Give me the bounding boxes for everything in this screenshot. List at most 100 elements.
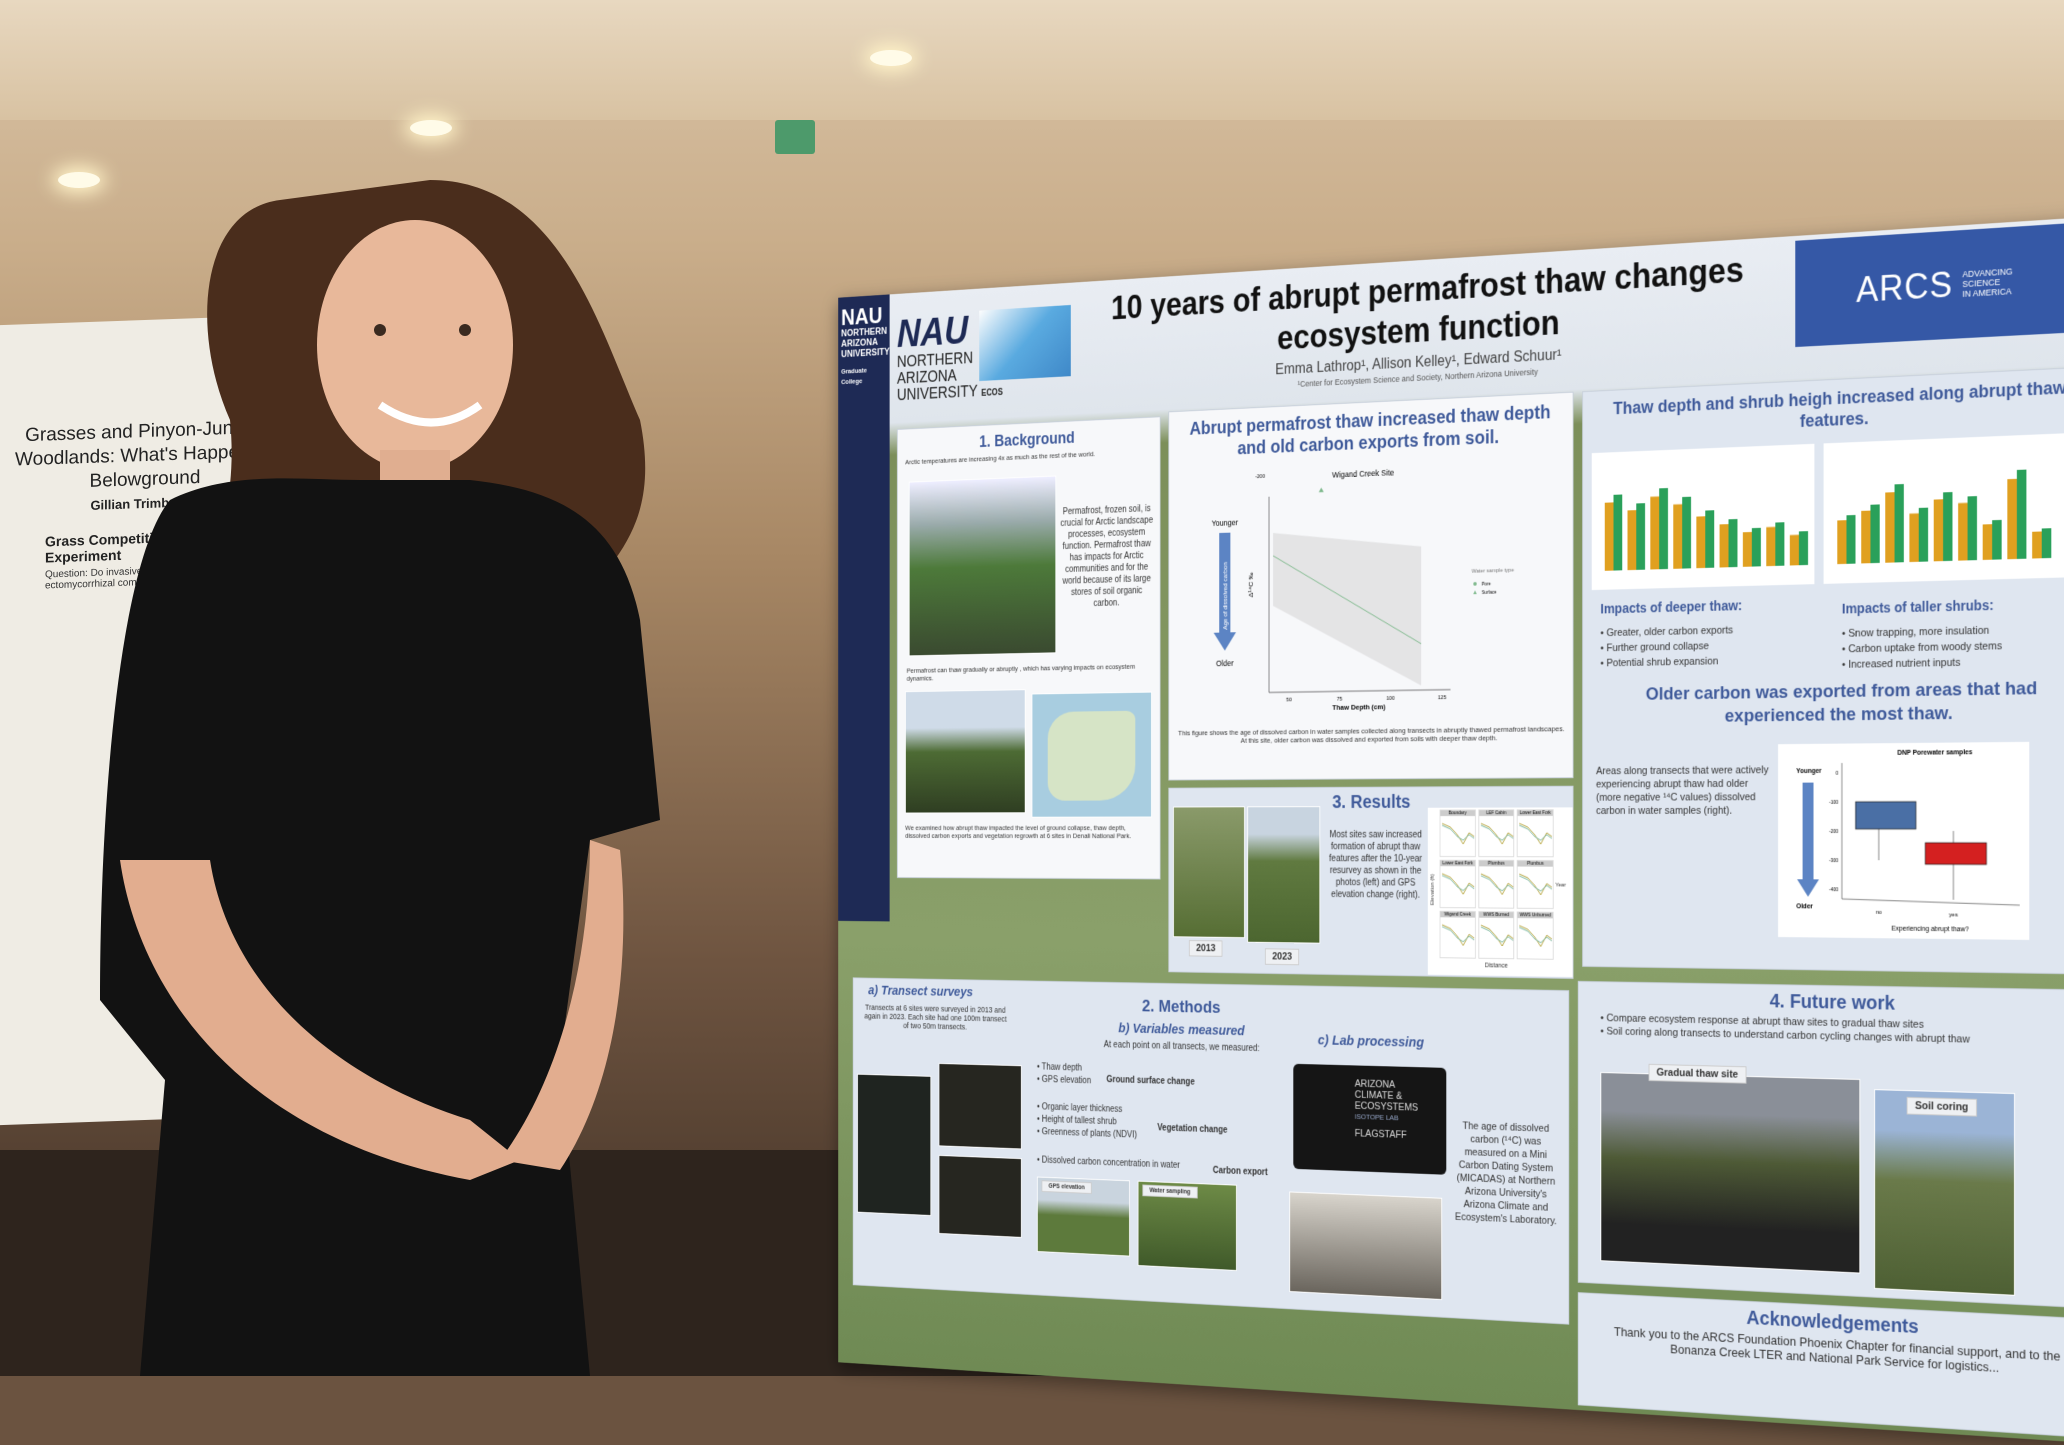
bar bbox=[1885, 492, 1895, 563]
subheading: b) Variables measured bbox=[1118, 1020, 1245, 1039]
nau-sidebar-logo: NAU NORTHERN ARIZONA UNIVERSITY Graduate… bbox=[838, 294, 890, 922]
face bbox=[317, 220, 513, 470]
thaw-depth-scatter: Wigand Creek Site Younger Older Age of d… bbox=[1212, 459, 1514, 712]
photo-tag: Water sampling bbox=[1142, 1184, 1198, 1199]
bar bbox=[1627, 510, 1637, 571]
bar bbox=[1728, 519, 1738, 568]
shrub-height-bar-chart bbox=[1823, 432, 2064, 584]
bar bbox=[2016, 469, 2027, 559]
legend-item: Pore bbox=[1482, 581, 1491, 586]
bar bbox=[1742, 531, 1752, 567]
bar bbox=[1696, 516, 1706, 569]
nau-mark: NAU bbox=[841, 301, 883, 331]
isotope-lab-logo: ARIZONA CLIMATE & ECOSYSTEMS ISOTOPE LAB… bbox=[1293, 1063, 1447, 1175]
presenter bbox=[100, 180, 660, 1376]
impacts-thaw-title: Impacts of deeper thaw: bbox=[1600, 597, 1743, 617]
thaw-depth-bar-chart bbox=[1591, 443, 1815, 591]
elevation-facet-chart: Boundary LEF Cabin Lower East Fork Lower Ea… bbox=[1439, 809, 1554, 960]
facet-panel: Boundary bbox=[1439, 809, 1476, 858]
group-label: Vegetation change bbox=[1157, 1123, 1228, 1136]
water-sampling-photo: Water sampling bbox=[1137, 1180, 1237, 1271]
photo-tag: GPS elevation bbox=[1041, 1180, 1092, 1194]
bar bbox=[1766, 526, 1776, 567]
bar bbox=[2032, 531, 2042, 559]
variable-group: Dissolved carbon concentration in water bbox=[1037, 1154, 1180, 1172]
facet-panel: LEF Cabin bbox=[1478, 809, 1515, 858]
y-tick: -200 bbox=[1829, 829, 1839, 834]
ceiling-light bbox=[870, 50, 912, 66]
variable-group: Organic layer thicknessHeight of tallest… bbox=[1037, 1101, 1137, 1142]
ceiling bbox=[0, 0, 2064, 120]
porewater-box-plot: DNP Porewater samples Younger Older 0 -10… bbox=[1778, 741, 2030, 940]
gradual-thaw-photo bbox=[1600, 1072, 1861, 1274]
bar bbox=[1909, 513, 1919, 563]
tagline: IN AMERICA bbox=[1962, 286, 2012, 299]
x-axis-label: Experiencing abrupt thaw? bbox=[1891, 925, 1969, 933]
older-carbon-text: Areas along transects that were actively… bbox=[1596, 764, 1769, 817]
nau-ecos-logo: NAU NORTHERN ARIZONA UNIVERSITY ECOS bbox=[897, 304, 1079, 411]
photo-2013 bbox=[1173, 806, 1245, 939]
elevation-legend-title: Year bbox=[1555, 882, 1566, 889]
abrupt-thaw-photo bbox=[905, 689, 1026, 814]
bar bbox=[2041, 528, 2052, 559]
chart-title: DNP Porewater samples bbox=[1897, 749, 1973, 757]
subheading: a) Transect surveys bbox=[868, 982, 973, 1000]
variable-group: Thaw depthGPS elevation bbox=[1037, 1061, 1091, 1087]
logo-line: ISOTOPE LAB bbox=[1354, 1112, 1399, 1123]
arrow-label: Age of dissolved carbon bbox=[1223, 562, 1229, 630]
bar bbox=[1719, 524, 1729, 568]
arm bbox=[500, 840, 624, 1170]
lab-photo bbox=[1289, 1191, 1443, 1301]
facet-panel: Plumbus bbox=[1516, 860, 1554, 909]
soil-coring-photo bbox=[1874, 1089, 2015, 1296]
photo-tag: Gradual thaw site bbox=[1648, 1063, 1747, 1084]
bar bbox=[1604, 502, 1614, 571]
x-tick: 50 bbox=[1286, 697, 1291, 703]
future-work-section: 4. Future work Compare ecosystem respons… bbox=[1577, 980, 2064, 1310]
methods-section: a) Transect surveys Transects at 6 sites… bbox=[852, 977, 1570, 1325]
facet-panel: Plumbus bbox=[1478, 860, 1515, 909]
surface-point bbox=[1318, 487, 1324, 493]
year-label: 2013 bbox=[1188, 940, 1223, 957]
ceiling-light bbox=[410, 120, 452, 136]
results-section: 2013 2023 3. Results Most sites saw incr… bbox=[1168, 785, 1574, 979]
bar bbox=[1775, 522, 1785, 566]
y-axis-label: Δ¹⁴C ‰ bbox=[1247, 572, 1255, 598]
list-item: GPS elevation bbox=[1037, 1074, 1091, 1088]
arm bbox=[120, 860, 520, 1180]
bar bbox=[1958, 502, 1968, 561]
elevation-y-axis-label: Elevation (ft) bbox=[1430, 873, 1436, 906]
bullet: We examined how abrupt thaw impacted the… bbox=[905, 823, 1132, 840]
x-tick: no bbox=[1876, 910, 1882, 916]
y-tick: -300 bbox=[1829, 858, 1839, 863]
facet-panel: WWS Unburned bbox=[1516, 911, 1554, 960]
pore-point bbox=[1276, 459, 1282, 464]
bar bbox=[1682, 496, 1692, 569]
photo-2023 bbox=[1247, 806, 1321, 944]
ecos-mark: ECOS bbox=[981, 387, 1003, 399]
section-heading: Abrupt permafrost thaw increased thaw de… bbox=[1189, 402, 1551, 459]
group-label: Ground surface change bbox=[1106, 1074, 1195, 1088]
bar bbox=[1894, 484, 1904, 563]
facet-panel: Lower East Fork bbox=[1516, 809, 1554, 858]
alaska-map bbox=[1031, 691, 1152, 818]
thaw-chart-section: Abrupt permafrost thaw increased thaw de… bbox=[1168, 391, 1574, 781]
list-item: Increased nutrient inputs bbox=[1842, 654, 2002, 673]
ceiling-light bbox=[58, 172, 100, 188]
bar bbox=[1918, 507, 1929, 562]
bar bbox=[1861, 510, 1871, 564]
bar bbox=[1846, 514, 1856, 564]
x-tick: 125 bbox=[1438, 695, 1446, 701]
chart-caption: This figure shows the age of dissolved c… bbox=[1178, 724, 1565, 745]
section-heading: 3. Results bbox=[1332, 792, 1411, 813]
younger-label: Younger bbox=[1796, 768, 1822, 776]
x-axis-label: Thaw Depth (cm) bbox=[1332, 702, 1386, 712]
bar bbox=[1798, 531, 1809, 566]
impacts-shrub-list: Snow trapping, more insulationCarbon upt… bbox=[1842, 623, 2002, 673]
bar bbox=[1613, 494, 1623, 571]
thaw-shrub-section: Thaw depth and shrub heigh increased alo… bbox=[1582, 365, 2064, 975]
logo-sub: Graduate College bbox=[841, 366, 867, 386]
list-item: Carbon uptake from woody stems bbox=[1842, 638, 2002, 657]
logo-line: UNIVERSITY bbox=[896, 382, 978, 404]
background-section: 1. Background Arctic temperatures are in… bbox=[896, 416, 1161, 880]
